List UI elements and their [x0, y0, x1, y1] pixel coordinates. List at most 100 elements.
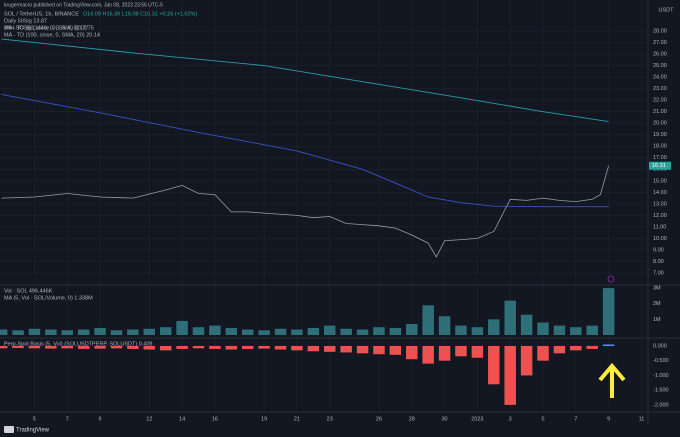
y-tick-label: 21.00 — [653, 109, 667, 115]
bar — [274, 345, 287, 350]
bar — [291, 329, 303, 335]
x-tick-label: 16 — [212, 416, 218, 422]
x-tick-label: 28 — [409, 416, 415, 422]
x-tick-label: 7 — [66, 416, 69, 422]
x-tick-label: 7 — [574, 416, 577, 422]
x-tick-label: 11 — [639, 416, 645, 422]
legend-entry: SOL / TetherUS, 1h, BINANCE — [4, 11, 79, 17]
bar — [537, 345, 549, 361]
bar — [258, 330, 270, 335]
bar — [324, 345, 336, 352]
bar — [422, 305, 434, 335]
bar — [45, 345, 57, 349]
series-line — [1, 165, 609, 258]
grid — [0, 0, 648, 412]
bar — [143, 328, 156, 335]
y-tick-label: 3M — [653, 286, 661, 292]
y-tick-label: 27.00 — [653, 40, 667, 46]
x-tick-label: 9 — [607, 416, 610, 422]
bar — [143, 345, 156, 350]
bar — [520, 314, 533, 335]
bar — [12, 330, 24, 335]
bar — [192, 345, 205, 349]
price-label-box — [649, 161, 671, 170]
bar — [225, 345, 238, 350]
ohlc: O16.09 H16.39 L16.08 C16.31 +0.26 (+1.62… — [83, 11, 198, 17]
bar — [209, 345, 221, 349]
bar — [159, 345, 172, 351]
bar — [553, 345, 566, 354]
x-tick-label: 12 — [146, 416, 152, 422]
bar — [438, 316, 451, 335]
event-marker — [607, 275, 615, 283]
x-tick-label: 5 — [541, 416, 544, 422]
bar — [570, 345, 582, 351]
bar — [455, 345, 467, 357]
y-tick-label: 24.00 — [653, 75, 667, 81]
bar — [28, 328, 41, 335]
y-tick-label: 12.00 — [653, 213, 667, 219]
arrow — [598, 362, 626, 398]
series-line — [1, 38, 609, 123]
bar — [209, 325, 221, 335]
y-tick-label: 0.000 — [653, 343, 667, 349]
y-tick-label: 7.00 — [653, 270, 664, 276]
bar — [12, 345, 24, 349]
bar — [438, 345, 451, 361]
bar — [94, 345, 106, 349]
x-tick-label: 2023 — [471, 416, 483, 422]
bar — [488, 345, 500, 385]
bar — [471, 327, 484, 335]
y-tick-label: 22.00 — [653, 98, 667, 104]
legend-entry: MA - TD (100, close, 0, SMA, 20) 20.14 — [4, 32, 100, 38]
bar — [0, 345, 8, 349]
bar — [127, 329, 139, 335]
y-tick-label: 14.00 — [653, 190, 667, 196]
bar — [77, 345, 90, 349]
bar — [176, 320, 188, 335]
y-tick-label: 18.00 — [653, 144, 667, 150]
y-tick-label: 11.00 — [653, 224, 666, 230]
logo-text: TradingView — [16, 428, 50, 434]
y-tick-label: 17.00 — [653, 155, 667, 161]
logo: TradingView — [4, 426, 50, 434]
bar — [340, 328, 352, 335]
y-tick-label: 8.00 — [653, 259, 664, 265]
bar — [389, 345, 402, 355]
y-tick-label: 16.00 — [653, 167, 667, 173]
bar — [110, 330, 123, 335]
bar — [373, 327, 385, 335]
legend-entry: Perp-Spot Basis (5, Vol) (SOLUSDTPERP, S… — [4, 341, 152, 347]
bar — [192, 327, 205, 335]
x-tick-label: 5 — [33, 416, 36, 422]
bar — [45, 329, 57, 335]
x-tick-label: 26 — [376, 416, 382, 422]
bar — [225, 327, 238, 335]
x-tick-label: 9 — [99, 416, 102, 422]
bar — [340, 345, 352, 353]
bar — [28, 345, 41, 349]
series-line — [1, 93, 609, 208]
y-tick-label: 26.00 — [653, 52, 667, 58]
bar — [406, 345, 418, 360]
bar — [61, 345, 74, 349]
x-tick-label: 21 — [294, 416, 300, 422]
bar — [389, 327, 402, 335]
bar — [258, 345, 270, 349]
bar — [520, 345, 533, 376]
y-tick-label: 28.00 — [653, 28, 667, 34]
y-tick-label: -0.500 — [653, 358, 669, 364]
y-tick-label: 2M — [653, 301, 661, 307]
y-tick-label: 20.00 — [653, 121, 667, 127]
bar — [127, 345, 139, 349]
x-tick-label: 23 — [327, 416, 333, 422]
publisher: krugermacro published on TradingView.com… — [4, 2, 163, 8]
bar — [602, 344, 615, 346]
bar — [176, 345, 188, 349]
x-tick-label: 30 — [442, 416, 448, 422]
bar — [324, 325, 336, 335]
bar — [537, 322, 549, 335]
bar — [504, 300, 516, 335]
